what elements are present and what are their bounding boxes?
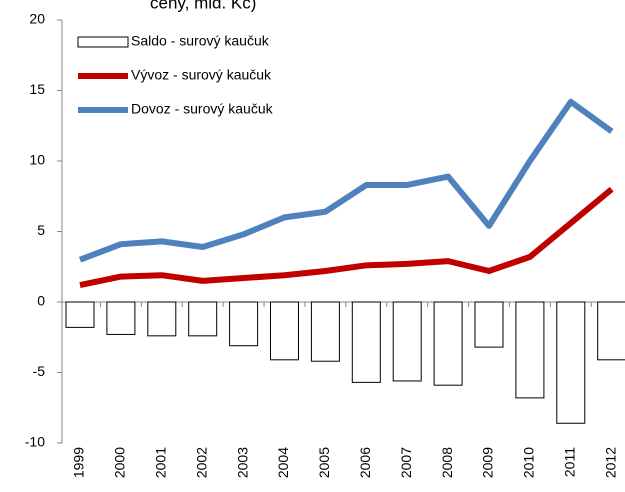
bar — [188, 301, 218, 337]
bar — [556, 301, 586, 424]
x-tick-label: 2009 — [480, 447, 496, 478]
x-tick-label: 1999 — [71, 447, 87, 478]
y-tick-label: -5 — [33, 363, 46, 379]
x-tick-label: 2003 — [234, 447, 250, 478]
bar — [65, 301, 95, 328]
bar — [270, 301, 299, 361]
x-tick-label: 2000 — [112, 447, 128, 478]
bar — [310, 301, 340, 362]
bar — [351, 301, 381, 383]
legend-swatch — [77, 36, 129, 48]
line — [78, 98, 614, 263]
bar — [147, 301, 177, 337]
x-tick-label: 2012 — [602, 447, 618, 478]
y-tick-label: 10 — [29, 152, 45, 168]
bar — [474, 301, 504, 348]
legend-label: Vývoz - surový kaučuk — [131, 67, 272, 83]
x-tick-label: 2001 — [153, 447, 169, 478]
x-tick-label: 2008 — [439, 447, 455, 478]
y-tick-label: 15 — [29, 81, 45, 97]
bar — [106, 301, 136, 335]
bar — [229, 301, 259, 347]
bar — [392, 301, 422, 382]
y-tick-label: -10 — [25, 434, 45, 450]
bar — [597, 301, 625, 361]
y-tick-label: 20 — [29, 11, 45, 27]
x-tick-label: 2011 — [562, 447, 578, 477]
x-tick-label: 2006 — [357, 447, 373, 478]
y-tick-label: 5 — [37, 222, 45, 238]
legend-label: Dovoz - surový kaučuk — [131, 101, 274, 117]
x-tick-label: 2002 — [193, 447, 209, 478]
x-tick-label: 2010 — [521, 447, 537, 478]
x-tick-label: 2004 — [275, 447, 291, 478]
y-tick-label: 0 — [37, 293, 45, 309]
x-tick-label: 2007 — [398, 447, 414, 478]
chart-title: ceny, mld. Kč) — [150, 0, 256, 12]
line — [79, 186, 614, 289]
bar — [515, 301, 545, 399]
legend-label: Saldo - surový kaučuk — [131, 33, 270, 49]
x-tick-label: 2005 — [316, 447, 332, 478]
bar — [433, 301, 463, 386]
